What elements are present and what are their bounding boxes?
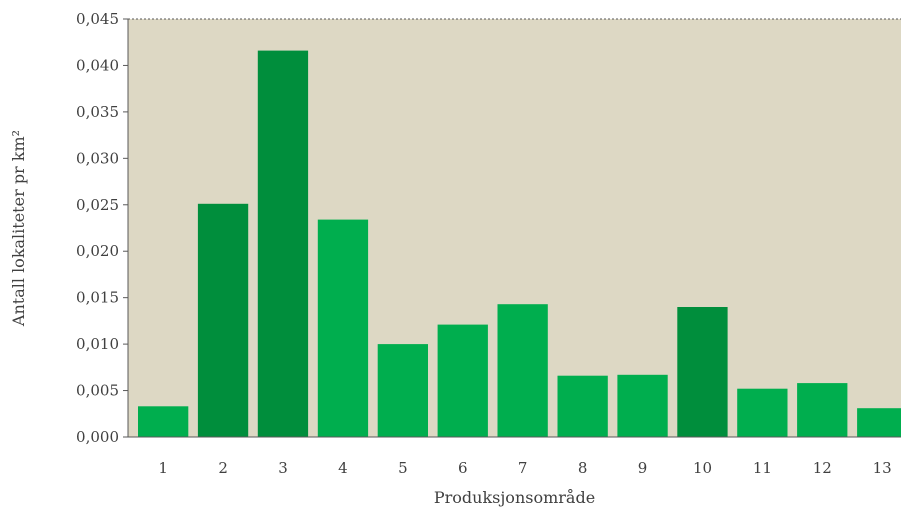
x-tick-label-6: 6: [458, 459, 468, 477]
bar-9: [617, 374, 668, 437]
x-tick-label-4: 4: [338, 459, 348, 477]
y-tick-label: 0,020: [76, 242, 119, 260]
bar-13: [857, 408, 901, 437]
x-tick-label-2: 2: [218, 459, 228, 477]
y-tick-label: 0,000: [76, 428, 119, 446]
x-tick-label-9: 9: [638, 459, 648, 477]
x-tick-label-12: 12: [813, 459, 832, 477]
y-tick-label: 0,030: [76, 149, 119, 167]
axes-group: [123, 18, 901, 438]
bars-group: [138, 50, 901, 437]
bar-12: [797, 383, 848, 437]
x-tick-label-5: 5: [398, 459, 408, 477]
y-tick-label: 0,015: [76, 289, 119, 307]
x-tick-label-7: 7: [518, 459, 528, 477]
y-axis-title: Antall lokaliteter pr km²: [9, 130, 28, 327]
x-tick-label-1: 1: [158, 459, 168, 477]
bar-7: [497, 304, 548, 437]
x-tick-label-13: 13: [873, 459, 892, 477]
x-tick-label-11: 11: [753, 459, 772, 477]
y-tick-label: 0,040: [76, 56, 119, 74]
bar-11: [737, 388, 788, 437]
x-tick-label-10: 10: [693, 459, 712, 477]
bar-4: [317, 219, 369, 437]
bar-2: [197, 203, 249, 437]
x-tick-labels: 1 2 3 4 5 6 7 8 9 10 11 12 13: [158, 459, 891, 477]
x-tick-label-3: 3: [278, 459, 288, 477]
bar-5: [377, 344, 428, 437]
bar-3: [257, 50, 309, 437]
y-tick-label: 0,010: [76, 335, 119, 353]
y-tick-labels: 0,000 0,005 0,010 0,015 0,020 0,025 0,030 0,035…: [76, 10, 119, 446]
x-tick-label-8: 8: [578, 459, 588, 477]
bar-6: [437, 324, 488, 437]
y-tick-label: 0,035: [76, 103, 119, 121]
y-tick-label: 0,005: [76, 382, 119, 400]
y-tick-label: 0,025: [76, 196, 119, 214]
bar-8: [557, 375, 608, 437]
x-axis-title: Produksjonsområde: [434, 488, 595, 507]
bar-1: [138, 406, 189, 437]
y-tick-label: 0,045: [76, 10, 119, 28]
bar-10: [677, 307, 728, 437]
